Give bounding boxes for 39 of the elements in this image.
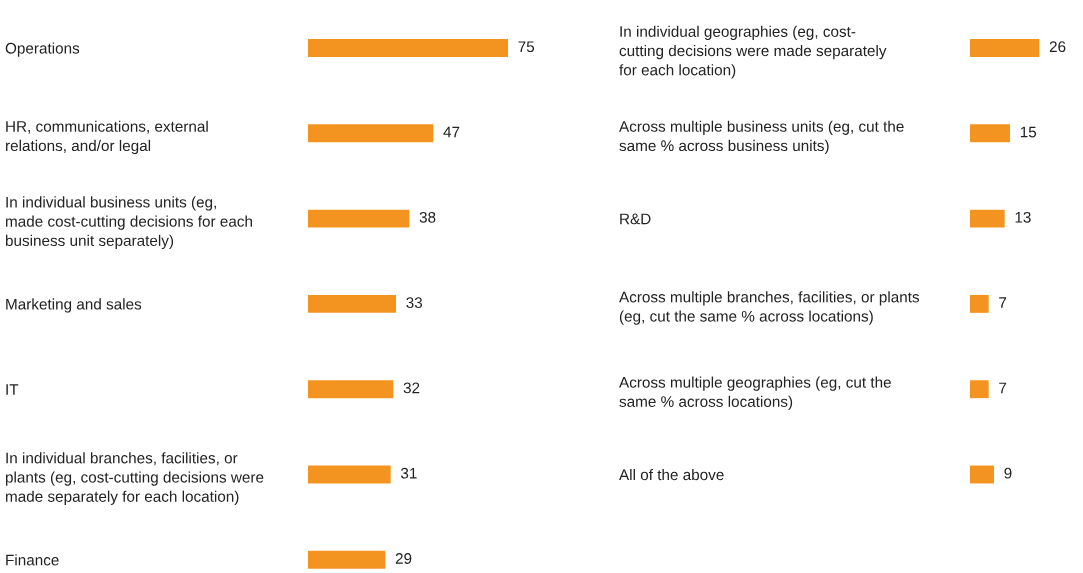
y-tick-label: Across multiple branches, facilities, or plants (eg, cut the same % across locations) [619, 291, 920, 325]
y-tick-label: IT [6, 384, 19, 395]
bar [308, 209, 410, 228]
bar [308, 465, 391, 484]
data-label: 15 [1020, 126, 1037, 138]
bar [970, 209, 1005, 228]
data-label: 38 [419, 211, 436, 223]
data-label: 7 [999, 297, 1007, 308]
y-tick-label: HR, communications, external relations, and/or legal [6, 120, 208, 155]
y-tick-label: All of the above [619, 468, 724, 481]
y-tick-label: Marketing and sales [6, 298, 142, 313]
y-tick-label: Operations [5, 42, 80, 57]
data-label: 32 [403, 382, 420, 394]
bar [970, 380, 989, 399]
data-label: 29 [395, 553, 412, 564]
y-tick-label: R&D [620, 213, 651, 225]
y-tick-label: In individual geographies (eg, cost- cutting decisions were made separately for each location) [619, 25, 887, 79]
bar [970, 465, 994, 484]
y-tick-label: Finance [6, 554, 59, 566]
bar [970, 124, 1010, 143]
y-tick-label: In individual branches, facilities, or plants (eg, cost-cutting decisions were made separately for each location) [5, 452, 264, 505]
bar [308, 294, 396, 313]
data-label: 75 [518, 41, 535, 53]
data-label: 33 [406, 297, 423, 308]
bar [308, 380, 394, 399]
data-label: 31 [400, 467, 417, 479]
y-tick-label: Across multiple business units (eg, cut the same % across business units) [619, 120, 904, 155]
bar [308, 124, 434, 143]
bar [970, 294, 989, 313]
data-label: 26 [1049, 41, 1066, 53]
y-tick-label: In individual business units (eg, made cost-cutting decisions for each business unit separately) [5, 196, 252, 250]
bar [308, 550, 386, 569]
y-tick-label: Across multiple geographies (eg, cut the same % across locations) [619, 376, 891, 410]
bar [970, 39, 1040, 57]
data-label: 7 [999, 382, 1007, 394]
data-label: 47 [443, 126, 460, 138]
data-label: 9 [1004, 467, 1012, 479]
data-label: 13 [1015, 211, 1031, 223]
bar [308, 39, 508, 57]
